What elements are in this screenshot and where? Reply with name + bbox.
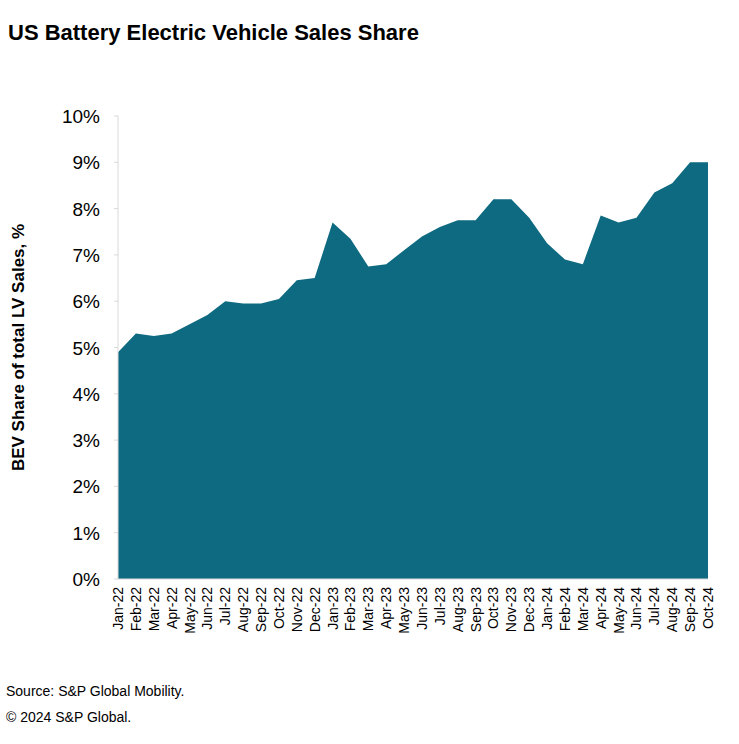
x-tick-label: Sep-24 [682,587,698,632]
source-note: Source: S&P Global Mobility. [6,683,184,699]
y-tick [114,254,118,255]
source-note: © 2024 S&P Global. [6,709,131,725]
x-tick-label: Aug-23 [450,587,466,632]
x-tick-label: Nov-22 [289,587,305,632]
x-tick-label: Apr-23 [378,587,394,629]
x-axis-line [118,579,708,580]
x-tick-label: Feb-22 [128,587,144,632]
x-tick-label: Oct-22 [271,587,287,629]
x-tick-label: Jul-24 [646,587,662,625]
x-tick-label: Jul-23 [432,587,448,625]
y-tick [114,162,118,163]
y-tick-label: 0% [73,569,101,590]
y-tick [114,116,118,117]
y-tick [114,301,118,302]
y-tick-label: 7% [73,245,101,266]
y-tick [114,208,118,209]
plot-area [118,162,708,579]
y-tick-label: 8% [73,199,101,220]
y-tick [114,347,118,348]
x-tick-label: Jun-22 [199,587,215,630]
x-tick-label: Mar-23 [360,587,376,632]
x-tick-label: Feb-24 [557,587,573,632]
x-tick-label: Jan-24 [539,587,555,630]
y-tick-label: 3% [73,430,101,451]
x-tick-label: Aug-22 [235,587,251,632]
x-tick-label: Nov-23 [503,587,519,632]
area [118,162,708,579]
y-tick [114,579,118,580]
x-tick-label: Mar-22 [146,587,162,632]
y-axis-label: BEV Share of total LV Sales, % [9,224,28,471]
y-tick [114,440,118,441]
y-tick [114,393,118,394]
chart: US Battery Electric Vehicle Sales Share B… [0,0,739,744]
title: US Battery Electric Vehicle Sales Share [8,20,419,45]
x-tick-label: May-24 [611,587,627,634]
x-tick-label: Sep-22 [253,587,269,632]
x-tick-label: Aug-24 [664,587,680,632]
y-tick-label: 6% [73,291,101,312]
x-tick-label: Mar-24 [575,587,591,632]
x-tick-label: May-22 [182,587,198,634]
x-tick-label: Jun-24 [628,587,644,630]
x-tick-label: Apr-22 [164,587,180,629]
y-tick-label: 5% [73,338,101,359]
x-tick-label: Oct-24 [700,587,716,629]
x-tick-label: Jan-23 [325,587,341,630]
y-tick [114,486,118,487]
x-tick-label: Jul-22 [217,587,233,625]
x-tick-label: Jan-22 [110,587,126,630]
x-tick-label: Feb-23 [342,587,358,632]
x-tick-label: Oct-23 [485,587,501,629]
x-tick-label: Jun-23 [414,587,430,630]
y-tick-label: 2% [73,476,101,497]
x-tick-label: Dec-22 [307,587,323,632]
y-tick-label: 4% [73,384,101,405]
x-tick-label: Sep-23 [468,587,484,632]
y-tick-label: 9% [73,152,101,173]
x-tick-label: Dec-23 [521,587,537,632]
y-tick-label: 1% [73,523,101,544]
y-tick [114,532,118,533]
x-tick-label: Apr-24 [593,587,609,629]
x-tick-label: May-23 [396,587,412,634]
y-tick-label: 10% [62,106,100,127]
